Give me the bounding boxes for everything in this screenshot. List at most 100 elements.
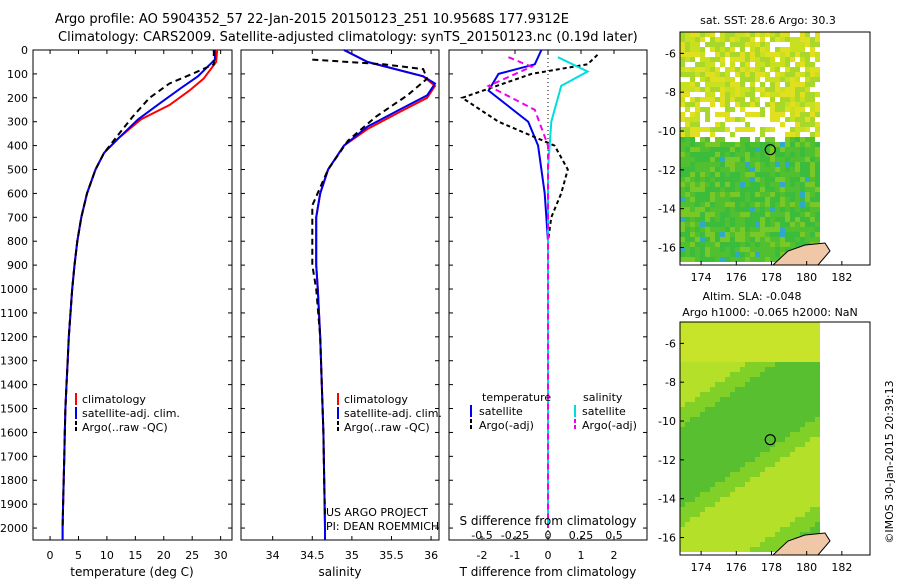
y-tick-label: 700 <box>7 211 28 224</box>
map-x-tick-label: 180 <box>796 271 817 284</box>
y-tick-label: 1400 <box>0 379 28 392</box>
legend-title-temperature: temperature <box>482 391 551 404</box>
y-tick-label: 100 <box>7 68 28 81</box>
float-position-marker <box>764 434 776 446</box>
series-line-satellite-adj-clim- <box>315 49 437 540</box>
legend-label-s-argo: Argo(-adj) <box>582 419 637 432</box>
map-y-tick-label: -14 <box>658 203 676 216</box>
x-tick-label: 35 <box>345 549 359 562</box>
x-tick-label: 5 <box>75 549 82 562</box>
map-y-tick-label: -16 <box>658 532 676 545</box>
y-tick-label: 1700 <box>0 450 28 463</box>
map-frame <box>679 321 871 556</box>
temperature-panel-frame <box>32 49 233 541</box>
chart-title-line1: Argo profile: AO 5904352_57 22-Jan-2015 … <box>55 12 569 27</box>
map-x-tick-label: 174 <box>691 271 712 284</box>
x-tick-label: 1 <box>578 549 585 562</box>
y-tick-label: 400 <box>7 140 28 153</box>
legend-label-satellite-adj: satellite-adj. clim. <box>82 407 180 420</box>
y-tick-label: 1600 <box>0 426 28 439</box>
y-tick-label: 1000 <box>0 283 28 296</box>
map-x-tick-label: 176 <box>726 271 747 284</box>
map-y-tick-label: -6 <box>665 47 676 60</box>
top-tick-label: 0 <box>545 529 552 542</box>
map-y-tick-label: -14 <box>658 493 676 506</box>
map-x-tick-label: 178 <box>761 561 782 574</box>
y-tick-label: 1800 <box>0 474 28 487</box>
map-x-tick-label: 182 <box>831 271 852 284</box>
legend-label-argo: Argo(..raw -QC) <box>344 421 430 434</box>
x-tick-label: 34 <box>266 549 280 562</box>
map-frame <box>679 31 871 266</box>
y-tick-label: 800 <box>7 235 28 248</box>
x-tick-label: 0 <box>47 549 54 562</box>
temperature-xlabel: temperature (deg C) <box>70 565 193 579</box>
temperature-plot-group: 0 5 10 15 20 25 300100200300400500600700800900… <box>0 44 232 562</box>
y-tick-label: 200 <box>7 92 28 105</box>
x-tick-label: 0 <box>545 549 552 562</box>
y-tick-label: 300 <box>7 116 28 129</box>
map-y-tick-label: -6 <box>665 337 676 350</box>
x-tick-label: 25 <box>185 549 199 562</box>
map-y-tick-label: -10 <box>658 415 676 428</box>
map-x-tick-label: 176 <box>726 561 747 574</box>
x-tick-label: 15 <box>128 549 142 562</box>
series-line-satellite <box>547 56 590 528</box>
top-tick-label: -0.5 <box>471 529 492 542</box>
x-tick-label: 35.5 <box>379 549 404 562</box>
x-tick-label: 30 <box>214 549 228 562</box>
y-tick-label: 1200 <box>0 331 28 344</box>
y-tick-label: 1300 <box>0 355 28 368</box>
salinity-xlabel: salinity <box>318 565 361 579</box>
map-x-tick-label: 174 <box>691 561 712 574</box>
credit-pi: PI: DEAN ROEMMICH <box>326 520 439 533</box>
map-x-tick-label: 180 <box>796 561 817 574</box>
legend-label-argo: Argo(..raw -QC) <box>82 421 168 434</box>
series-line-argo-raw-qc- <box>311 58 429 517</box>
map-y-tick-label: -8 <box>665 376 676 389</box>
top-tick-label: 0.25 <box>569 529 594 542</box>
map-x-tick-label: 178 <box>761 271 782 284</box>
series-line-climatology <box>61 49 219 540</box>
temperature-legend: climatology satellite-adj. clim. Argo(..… <box>75 393 180 434</box>
y-tick-label: 600 <box>7 187 28 200</box>
series-line-satellite <box>487 49 549 528</box>
y-tick-label: 1900 <box>0 498 28 511</box>
y-tick-label: 1100 <box>0 307 28 320</box>
map-x-tick-label: 182 <box>831 561 852 574</box>
salinity-plot-group: 34 34.5 35 35.5 36 <box>241 49 439 562</box>
series-line-argo-adj- <box>459 54 599 528</box>
map-y-tick-label: -16 <box>658 242 676 255</box>
y-tick-label: 2000 <box>0 522 28 535</box>
map-y-tick-label: -12 <box>658 454 676 467</box>
sla-map: 174 176 178 180 182 -6 -8 -10 -12 -14 -16 <box>658 321 871 574</box>
map-y-tick-label: -12 <box>658 164 676 177</box>
float-position-marker <box>764 144 776 156</box>
map-field <box>680 322 820 552</box>
x-tick-label: 20 <box>157 549 171 562</box>
imos-stamp: ©IMOS 30-Jan-2015 20:39:13 <box>883 380 896 543</box>
map-y-tick-label: -8 <box>665 86 676 99</box>
x-tick-label: 10 <box>100 549 114 562</box>
difference-plot-group: -2 -1 0 1 2 -0.5 -0.25 0 0.25 0.5 <box>449 49 647 562</box>
sst-map: 174 176 178 180 182 -6 -8 -10 -12 -14 -16 <box>658 31 871 284</box>
x-tick-label: 36 <box>424 549 438 562</box>
difference-legend: temperature salinity satellite Argo(-adj… <box>470 391 637 432</box>
x-tick-label: -2 <box>477 549 488 562</box>
x-tick-label: 2 <box>611 549 618 562</box>
legend-label-satellite-adj: satellite-adj. clim. <box>344 407 442 420</box>
series-line-argo-adj- <box>486 56 549 528</box>
legend-title-salinity: salinity <box>583 391 623 404</box>
legend-label-t-satellite: satellite <box>479 405 523 418</box>
top-tick-label: 0.5 <box>605 529 623 542</box>
sst-map-title: sat. SST: 28.6 Argo: 30.3 <box>700 14 836 27</box>
sla-map-title-line2: Argo h1000: -0.065 h2000: NaN <box>682 306 858 319</box>
series-line-argo-raw-qc- <box>61 50 215 529</box>
y-tick-label: 900 <box>7 259 28 272</box>
chart-title-line2: Climatology: CARS2009. Satellite-adjuste… <box>58 30 638 45</box>
series-line-climatology <box>315 49 437 540</box>
y-tick-label: 1500 <box>0 403 28 416</box>
difference-xlabel: T difference from climatology <box>459 565 637 579</box>
legend-label-s-satellite: satellite <box>582 405 626 418</box>
